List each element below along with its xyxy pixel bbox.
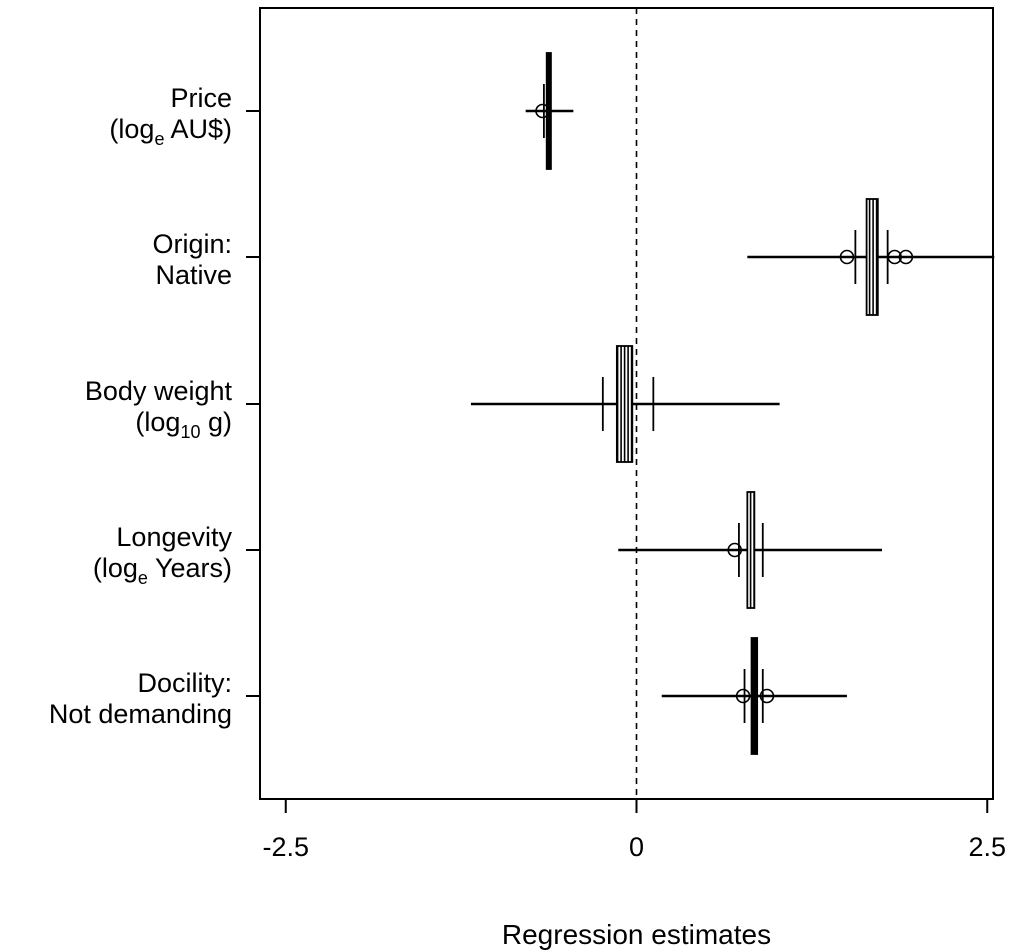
x-tick-label: 2.5 [968, 832, 1006, 862]
x-tick-label: 0 [629, 832, 644, 862]
outlier-point [759, 688, 775, 704]
row-0: Price(loge AU$) [109, 52, 574, 170]
row-3: Longevity(loge Years) [93, 491, 883, 609]
outlier-point [535, 103, 550, 119]
row-4: Docility:Not demanding [49, 637, 847, 755]
outlier-point [887, 249, 902, 265]
row-1: Origin:Native [152, 198, 995, 316]
x-tick-label: -2.5 [262, 832, 309, 862]
row-2: Body weight(log10 g) [85, 345, 780, 463]
category-label-line: (loge AU$) [109, 114, 232, 149]
category-label-line: Origin: [152, 229, 232, 259]
category-label-line: Docility: [137, 668, 232, 698]
estimate-box [865, 198, 879, 316]
category-label-line: Native [155, 260, 232, 290]
estimate-box [750, 637, 759, 755]
category-label-line: (log10 g) [135, 407, 232, 442]
outlier-point [735, 688, 751, 704]
category-label-line: (loge Years) [93, 553, 232, 588]
category-label-line: Body weight [85, 376, 233, 406]
outlier-point [839, 249, 855, 265]
x-axis-label: Regression estimates [502, 919, 771, 950]
estimate-box [746, 491, 756, 609]
category-label-line: Not demanding [49, 699, 232, 729]
outlier-point [727, 542, 743, 558]
estimate-box [615, 345, 634, 463]
outlier-point [898, 249, 914, 265]
category-label-line: Price [170, 83, 232, 113]
category-label-line: Longevity [116, 522, 232, 552]
